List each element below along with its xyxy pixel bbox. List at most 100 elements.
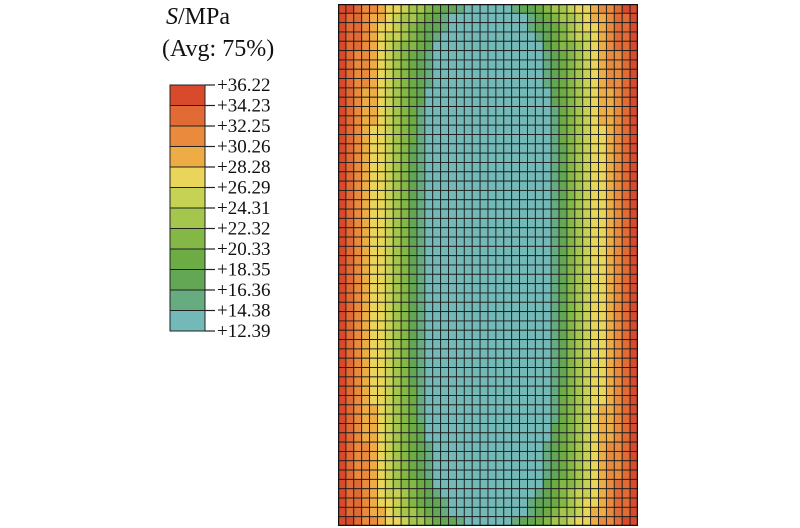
- mesh-cell: [432, 348, 442, 359]
- mesh-cell: [455, 96, 465, 107]
- mesh-cell: [574, 50, 584, 61]
- mesh-cell: [487, 255, 497, 266]
- mesh-cell: [463, 283, 473, 294]
- mesh-cell: [392, 413, 402, 424]
- mesh-cell: [479, 273, 489, 285]
- mesh-cell: [582, 339, 592, 350]
- mesh-cell: [621, 245, 631, 257]
- mesh-cell: [424, 68, 434, 80]
- legend-level-label: +32.25: [217, 116, 270, 137]
- mesh-cell: [440, 115, 449, 126]
- mesh-cell: [590, 404, 599, 415]
- mesh-cell: [503, 376, 513, 387]
- mesh-cell: [369, 96, 378, 107]
- mesh-cell: [621, 31, 631, 42]
- mesh-cell: [550, 217, 560, 229]
- mesh-cell: [527, 68, 536, 80]
- mesh-cell: [550, 367, 560, 378]
- mesh-cell: [503, 273, 513, 285]
- mesh-cell: [361, 59, 371, 70]
- mesh-cell: [353, 12, 363, 24]
- mesh-cell: [598, 395, 607, 406]
- mesh-cell: [550, 115, 560, 126]
- mesh-cell: [590, 180, 599, 191]
- mesh-cell: [479, 245, 489, 257]
- mesh-cell: [463, 31, 473, 42]
- legend-swatch: [169, 187, 206, 209]
- mesh-cell: [463, 469, 473, 480]
- mesh-cell: [582, 68, 592, 80]
- legend-level-label: +20.33: [217, 239, 270, 260]
- mesh-cell: [582, 367, 592, 378]
- mesh-cell: [527, 450, 536, 462]
- mesh-cell: [495, 180, 505, 191]
- mesh-cell: [424, 367, 434, 378]
- mesh-cell: [613, 273, 623, 285]
- mesh-cell: [558, 180, 568, 191]
- mesh-cell: [353, 208, 363, 219]
- legend-swatch: [169, 248, 206, 270]
- mesh-cell: [440, 12, 449, 24]
- mesh-cell: [392, 385, 402, 396]
- mesh-cell: [550, 236, 560, 247]
- mesh-cell: [377, 385, 386, 396]
- mesh-cell: [471, 441, 481, 452]
- mesh-cell: [424, 199, 434, 210]
- mesh-cell: [590, 4, 599, 14]
- mesh-cell: [471, 189, 481, 201]
- mesh-cell: [463, 339, 473, 350]
- mesh-cell: [448, 329, 457, 341]
- mesh-cell: [369, 143, 378, 154]
- mesh-cell: [361, 413, 371, 424]
- mesh-cell: [479, 162, 489, 173]
- mesh-cell: [527, 441, 536, 452]
- mesh-cell: [550, 96, 560, 107]
- mesh-cell: [503, 301, 513, 313]
- mesh-cell: [416, 87, 426, 98]
- mesh-cell: [550, 245, 560, 257]
- mesh-cell: [495, 469, 505, 480]
- mesh-cell: [361, 395, 371, 406]
- mesh-cell: [455, 115, 465, 126]
- mesh-cell: [416, 68, 426, 80]
- mesh-cell: [345, 395, 355, 406]
- mesh-cell: [574, 217, 584, 229]
- mesh-cell: [369, 516, 378, 526]
- mesh-cell: [361, 143, 371, 154]
- mesh-cell: [534, 208, 544, 219]
- mesh-cell: [487, 488, 497, 499]
- mesh-cell: [613, 320, 623, 331]
- mesh-cell: [377, 12, 386, 24]
- mesh-cell: [598, 385, 607, 396]
- mesh-cell: [463, 423, 473, 434]
- legend-level-label: +30.26: [217, 137, 270, 158]
- mesh-cell: [416, 124, 426, 135]
- mesh-cell: [566, 423, 576, 434]
- mesh-cell: [392, 124, 402, 135]
- mesh-cell: [511, 78, 521, 89]
- mesh-cell: [400, 115, 410, 126]
- mesh-cell: [392, 189, 402, 201]
- mesh-cell: [400, 180, 410, 191]
- mesh-cell: [400, 87, 410, 98]
- mesh-cell: [558, 208, 568, 219]
- mesh-cell: [384, 348, 394, 359]
- mesh-cell: [598, 245, 607, 257]
- mesh-cell: [432, 115, 442, 126]
- mesh-cell: [542, 31, 552, 42]
- mesh-cell: [621, 311, 631, 322]
- mesh-cell: [550, 516, 560, 526]
- mesh-cell: [542, 255, 552, 266]
- mesh-cell: [369, 460, 378, 471]
- mesh-cell: [377, 441, 386, 452]
- mesh-cell: [487, 283, 497, 294]
- mesh-cell: [621, 320, 631, 331]
- mesh-cell: [550, 311, 560, 322]
- mesh-cell: [574, 124, 584, 135]
- mesh-cell: [384, 31, 394, 42]
- mesh-cell: [471, 68, 481, 80]
- mesh-cell: [605, 171, 615, 182]
- mesh-cell: [361, 283, 371, 294]
- mesh-cell: [542, 134, 552, 145]
- mesh-cell: [392, 423, 402, 434]
